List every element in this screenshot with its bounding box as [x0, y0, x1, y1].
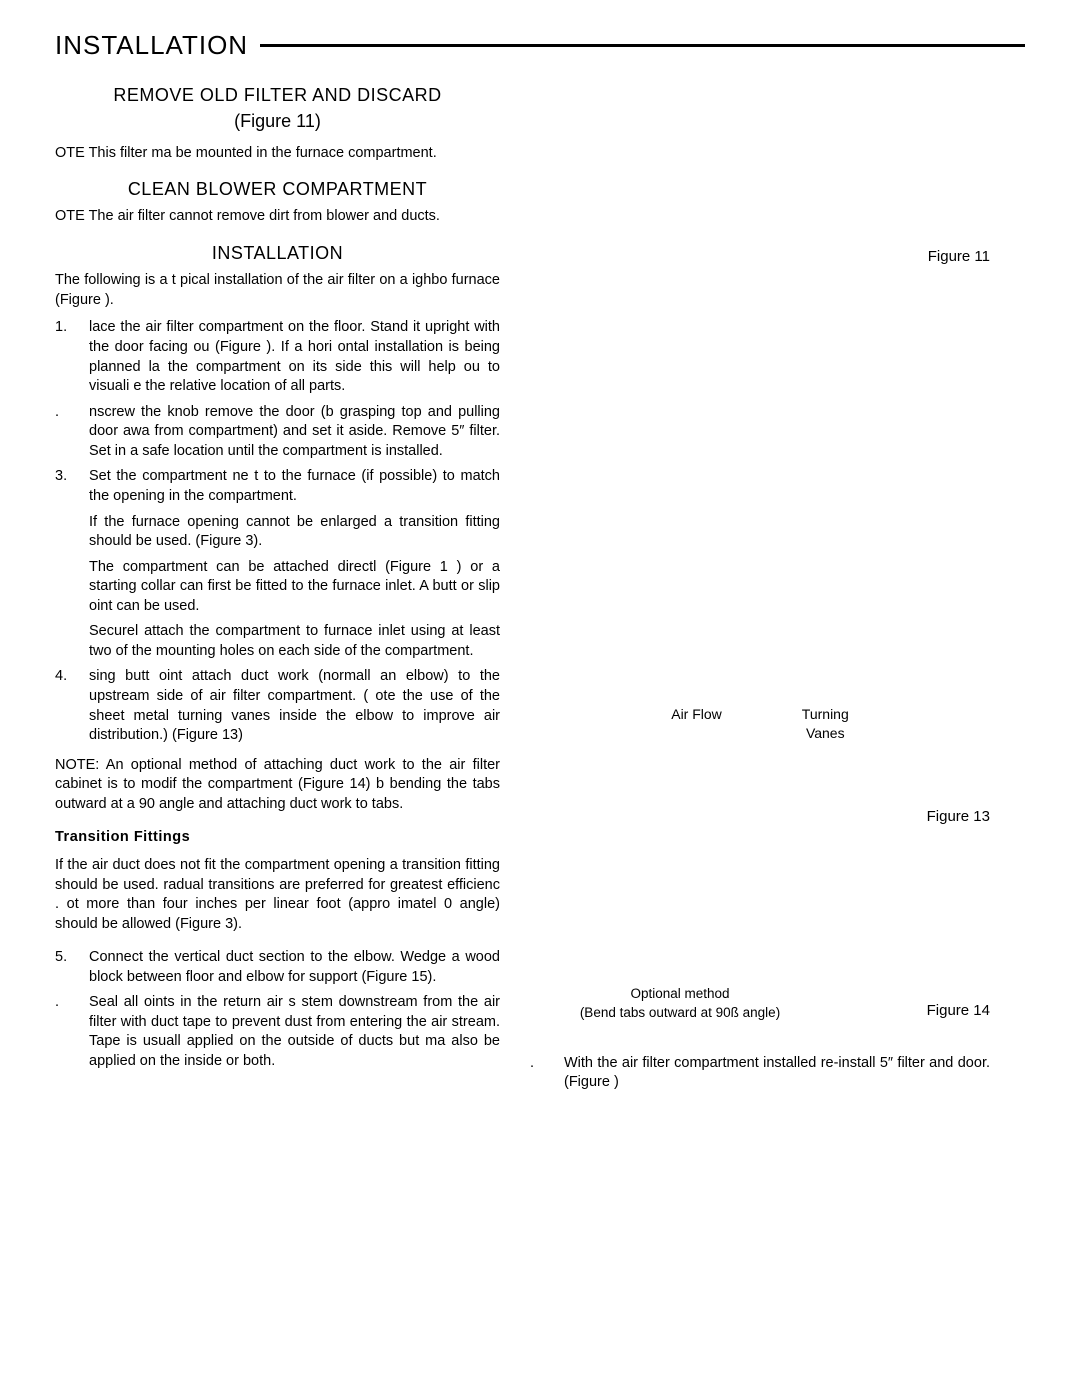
- step-text: With the air filter compartment installe…: [564, 1055, 990, 1091]
- figure-14-caption: Figure 14: [870, 1001, 990, 1021]
- figure-14-row: Optional method (Bend tabs outward at 90…: [530, 985, 990, 1021]
- install-steps-2: 5. Connect the vertical duct section to …: [55, 948, 500, 1071]
- page: INSTALLATION REMOVE OLD FILTER AND DISCA…: [0, 0, 1080, 1397]
- note-optional-method: NOTE: An optional method of attaching du…: [55, 756, 500, 815]
- figure-13-block: Air Flow Turning Vanes Figure 13: [530, 705, 990, 827]
- figure-11-caption: Figure 11: [530, 247, 990, 267]
- figure-11-placeholder: [530, 83, 990, 243]
- spacer: [530, 743, 990, 803]
- step-6: . Seal all oints in the return air s ste…: [55, 993, 500, 1071]
- subhead-transition: Transition Fittings: [55, 828, 500, 848]
- step-text: Set the compartment ne t to the furnace …: [89, 468, 500, 504]
- step-1: 1. lace the air filter compartment on th…: [55, 318, 500, 396]
- figure-13-labels: Air Flow Turning Vanes: [530, 705, 990, 743]
- fig14-opt-l2: (Bend tabs outward at 90ß angle): [530, 1004, 830, 1022]
- spacer: [530, 845, 990, 975]
- step-num: 3.: [55, 467, 67, 487]
- step-4: 4. sing butt oint attach duct work (norm…: [55, 667, 500, 745]
- install-steps-3: . With the air filter compartment instal…: [530, 1054, 990, 1093]
- left-column: REMOVE OLD FILTER AND DISCARD (Figure 11…: [55, 83, 500, 1082]
- turning-vanes-l1: Turning: [802, 705, 849, 724]
- step-3: 3. Set the compartment ne t to the furna…: [55, 467, 500, 661]
- figure-11-block: Figure 11: [530, 83, 990, 267]
- step-text: Seal all oints in the return air s stem …: [89, 994, 500, 1069]
- step-text: Connect the vertical duct section to the…: [89, 949, 500, 985]
- air-flow-label: Air Flow: [671, 705, 722, 743]
- step-text: nscrew the knob remove the door (b grasp…: [89, 404, 500, 459]
- figure-14-optional-text: Optional method (Bend tabs outward at 90…: [530, 985, 830, 1021]
- install-steps: 1. lace the air filter compartment on th…: [55, 318, 500, 745]
- step-2: . nscrew the knob remove the door (b gra…: [55, 403, 500, 462]
- step-num: 1.: [55, 318, 67, 338]
- turning-vanes-label: Turning Vanes: [802, 705, 849, 743]
- step-7: . With the air filter compartment instal…: [530, 1054, 990, 1093]
- heading-remove-filter: REMOVE OLD FILTER AND DISCARD: [55, 83, 500, 107]
- step-text: sing butt oint attach duct work (normall…: [89, 668, 500, 743]
- step-3-sub-3: Securel attach the compartment to furnac…: [89, 622, 500, 661]
- step-3-sub-1: If the furnace opening cannot be enlarge…: [89, 513, 500, 552]
- page-header: INSTALLATION: [55, 30, 1025, 61]
- header-rule: [260, 44, 1025, 47]
- figure-14-block: Optional method (Bend tabs outward at 90…: [530, 985, 990, 1021]
- heading-remove-filter-sub: (Figure 11): [55, 109, 500, 133]
- note-mount: OTE This filter ma be mounted in the fur…: [55, 144, 500, 164]
- heading-clean-blower: CLEAN BLOWER COMPARTMENT: [55, 177, 500, 201]
- step-text: lace the air filter compartment on the f…: [89, 319, 500, 394]
- step-num: 5.: [55, 948, 67, 968]
- install-intro: The following is a t pical installation …: [55, 271, 500, 310]
- step-5: 5. Connect the vertical duct section to …: [55, 948, 500, 987]
- transition-text: If the air duct does not fit the compart…: [55, 856, 500, 934]
- step-num: .: [530, 1054, 534, 1074]
- turning-vanes-l2: Vanes: [802, 724, 849, 743]
- page-title: INSTALLATION: [55, 30, 248, 61]
- spacer: [530, 285, 990, 685]
- figure-13-caption: Figure 13: [530, 807, 990, 827]
- fig14-opt-l1: Optional method: [530, 985, 830, 1003]
- step-num: .: [55, 993, 59, 1013]
- heading-installation: INSTALLATION: [55, 241, 500, 265]
- right-column: Figure 11 Air Flow Turning Vanes Figure …: [530, 83, 990, 1103]
- step-num: 4.: [55, 667, 67, 687]
- step-3-sub-2: The compartment can be attached directl …: [89, 558, 500, 617]
- note-blower: OTE The air filter cannot remove dirt fr…: [55, 207, 500, 227]
- step-num: .: [55, 403, 59, 423]
- columns: REMOVE OLD FILTER AND DISCARD (Figure 11…: [55, 83, 1025, 1103]
